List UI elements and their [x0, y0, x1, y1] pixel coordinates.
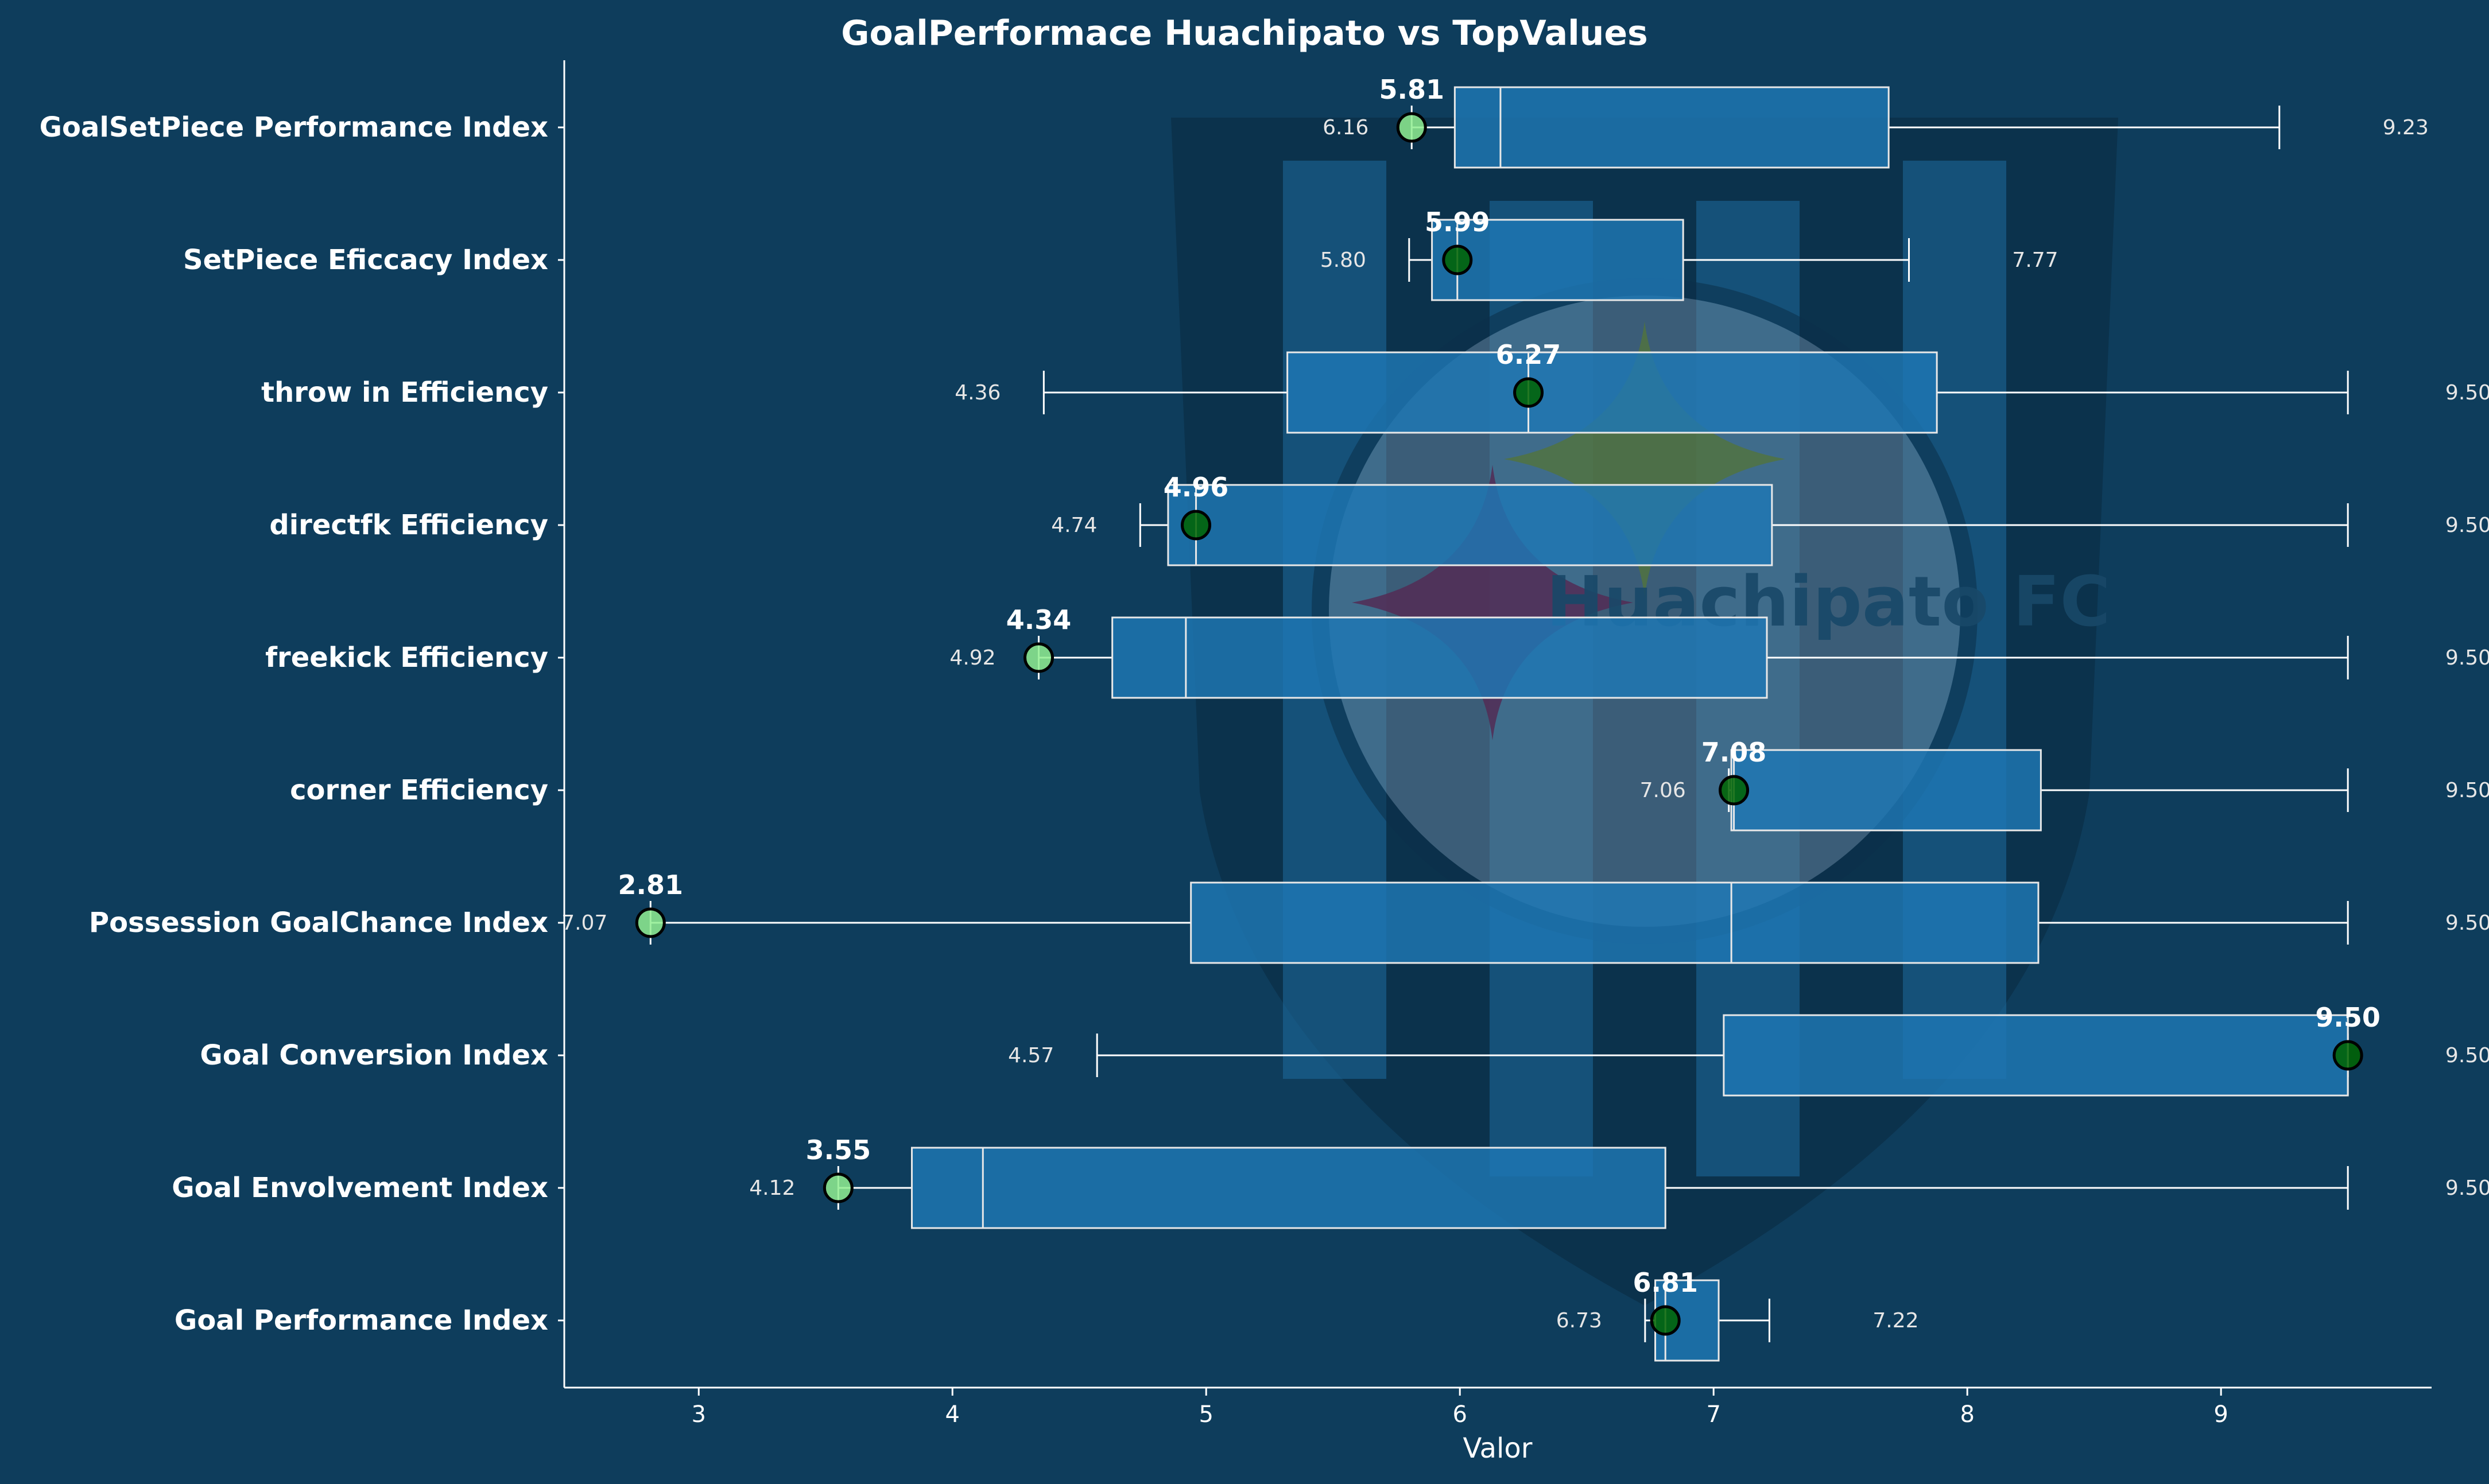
y-category-label: Goal Performance Index	[175, 1304, 548, 1337]
box-row: 5.80 7.77 5.99	[1320, 207, 2058, 301]
box-rect	[1286, 351, 1938, 434]
team-value-label: 5.99	[1425, 207, 1490, 238]
whisker-low-label: 7.07	[561, 911, 607, 935]
team-value-marker	[823, 1172, 854, 1203]
plot-layer: 6.16 9.23 5.81 5.80 7.77 5.99 4.36 9.50 6.27 4.74…	[561, 74, 2489, 1362]
box-row: 4.36 9.50 6.27	[955, 339, 2489, 434]
box-rect	[1723, 1014, 2349, 1097]
team-value-marker	[1719, 775, 1750, 806]
x-tick-layer: 3 4 5 6 7 8 9	[692, 1388, 2228, 1428]
whisker-high-label: 9.50	[2445, 1044, 2489, 1067]
team-value-label: 6.27	[1496, 339, 1561, 370]
y-category-label: SetPiece Eficcacy Index	[183, 244, 548, 276]
y-category-label: Goal Envolvement Index	[172, 1172, 548, 1204]
x-tick-label: 6	[1452, 1401, 1467, 1428]
y-category-label: Possession GoalChance Index	[89, 907, 548, 939]
box-row: 4.12 9.50 3.55	[749, 1135, 2489, 1229]
whisker-low-label: 5.80	[1320, 248, 1366, 272]
whisker-high-label: 7.77	[2012, 248, 2058, 272]
team-value-label: 9.50	[2315, 1002, 2381, 1033]
team-value-label: 4.34	[1006, 604, 1072, 635]
box-row: 4.74 9.50 4.96	[1051, 472, 2489, 566]
team-value-marker	[1513, 377, 1544, 408]
y-category-label: throw in Efficiency	[261, 376, 548, 409]
box-row: 7.07 9.50 2.81	[561, 869, 2489, 964]
box-row: 4.57 9.50 9.50	[1008, 1002, 2489, 1097]
whisker-high-label: 9.50	[2445, 779, 2489, 802]
team-value-label: 2.81	[618, 869, 684, 900]
team-value-label: 7.08	[1701, 737, 1767, 768]
whisker-low-label: 4.92	[949, 646, 995, 670]
y-category-label: GoalSetPiece Performance Index	[40, 111, 548, 143]
whisker-high-label: 9.50	[2445, 1176, 2489, 1200]
whisker-low-label: 6.16	[1323, 116, 1368, 139]
team-value-marker	[1181, 510, 1212, 541]
x-tick-label: 8	[1960, 1401, 1974, 1428]
whisker-low-label: 4.74	[1051, 514, 1097, 537]
whisker-high-label: 9.50	[2445, 514, 2489, 537]
box-row: 4.92 9.50 4.34	[949, 604, 2489, 699]
box-rect	[1730, 749, 2042, 832]
team-value-marker	[1396, 112, 1427, 143]
x-tick-label: 5	[1199, 1401, 1213, 1428]
team-value-marker	[635, 907, 666, 938]
team-value-label: 5.81	[1379, 74, 1444, 105]
whisker-high-label: 9.50	[2445, 381, 2489, 405]
box-row: 6.73 7.22 6.81	[1556, 1267, 1919, 1362]
whisker-high-label: 9.50	[2445, 911, 2489, 935]
whisker-low-label: 6.73	[1556, 1309, 1602, 1333]
whisker-high-label: 9.23	[2383, 116, 2429, 139]
team-value-marker	[1023, 642, 1054, 673]
x-tick-label: 4	[945, 1401, 960, 1428]
x-axis-label: Valor	[1463, 1432, 1533, 1464]
box-row: 6.16 9.23 5.81	[1323, 74, 2429, 169]
x-tick-label: 7	[1706, 1401, 1720, 1428]
box-rect	[911, 1147, 1666, 1229]
box-rect	[1167, 484, 1773, 566]
whisker-low-label: 4.36	[955, 381, 1001, 405]
team-value-label: 6.81	[1633, 1267, 1698, 1298]
team-value-marker	[1442, 244, 1473, 275]
x-tick-label: 9	[2213, 1401, 2228, 1428]
whisker-high-label: 7.22	[1872, 1309, 1918, 1333]
box-rect	[1190, 881, 2040, 964]
chart-title: GoalPerformace Huachipato vs TopValues	[841, 13, 1648, 53]
y-category-label: directfk Efficiency	[269, 509, 548, 541]
team-value-marker	[2332, 1040, 2363, 1071]
whisker-low-label: 4.12	[749, 1176, 795, 1200]
box-rect	[1431, 219, 1684, 301]
y-category-label: Goal Conversion Index	[200, 1039, 548, 1071]
y-category-label: corner Efficiency	[290, 774, 548, 806]
team-value-label: 4.96	[1164, 472, 1229, 503]
y-label-layer: GoalSetPiece Performance Index SetPiece E…	[40, 111, 564, 1337]
box-row: 7.06 9.50 7.08	[1640, 737, 2489, 832]
y-category-label: freekick Efficiency	[265, 642, 548, 674]
whisker-high-label: 9.50	[2445, 646, 2489, 670]
team-value-label: 3.55	[806, 1135, 871, 1166]
whisker-low-label: 4.57	[1008, 1044, 1054, 1067]
box-rect	[1111, 616, 1768, 699]
x-tick-label: 3	[692, 1401, 706, 1428]
team-value-marker	[1650, 1305, 1681, 1336]
box-rect	[1453, 86, 1890, 169]
whisker-low-label: 7.06	[1640, 779, 1686, 802]
